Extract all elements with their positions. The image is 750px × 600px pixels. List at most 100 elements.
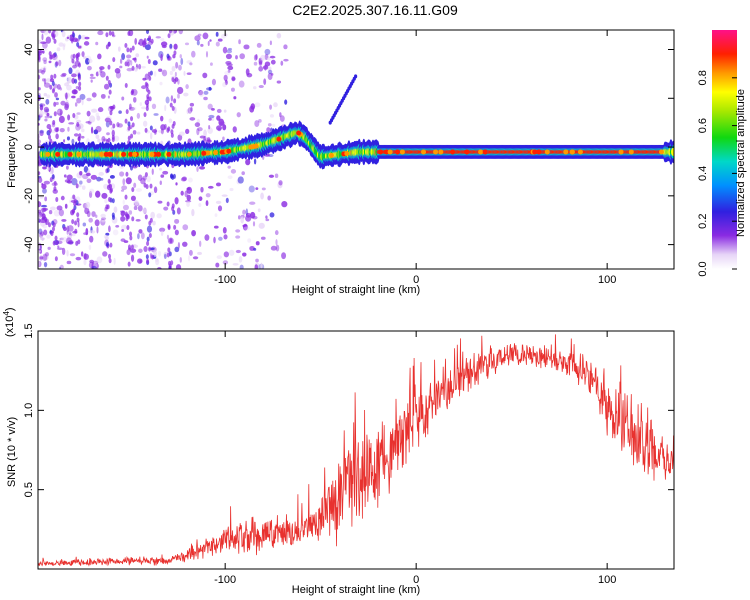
noise-blob — [203, 90, 209, 95]
noise-blob — [135, 188, 142, 192]
noise-blob — [257, 208, 261, 213]
noise-blob — [149, 125, 153, 131]
noise-blob — [89, 188, 95, 194]
snr-y-ticks: 0.5 1.0 1.5 — [23, 323, 674, 497]
noise-blob — [156, 213, 162, 219]
noise-blob — [72, 113, 76, 119]
noise-blob — [119, 58, 123, 64]
noise-blob — [104, 197, 108, 204]
noise-blob — [66, 36, 70, 40]
noise-blob — [81, 51, 85, 57]
noise-blob — [186, 194, 191, 201]
noise-blob — [129, 235, 133, 241]
noise-blob — [55, 58, 59, 62]
noise-blob — [166, 53, 170, 59]
noise-blob — [131, 216, 135, 222]
noise-blob — [117, 46, 121, 52]
noise-blob — [42, 41, 48, 49]
noise-blob — [105, 75, 109, 81]
noise-blob — [136, 131, 141, 135]
noise-blob — [78, 184, 82, 188]
noise-blob — [58, 115, 65, 124]
noise-blob — [207, 103, 213, 110]
noise-blob — [81, 135, 85, 139]
noise-blob — [239, 53, 245, 60]
noise-blob — [131, 45, 135, 51]
noise-blob — [138, 248, 143, 253]
noise-blob — [173, 79, 177, 85]
noise-blob — [52, 30, 56, 34]
noise-blob — [192, 256, 199, 260]
noise-blob — [279, 115, 285, 122]
noise-blob — [163, 251, 168, 258]
noise-blob — [56, 205, 63, 211]
noise-blob — [158, 250, 162, 257]
noise-blob — [223, 234, 228, 240]
noise-blob — [255, 187, 259, 190]
ridge-knot — [149, 151, 155, 157]
spectrogram-image — [38, 30, 674, 269]
noise-blob — [120, 238, 126, 242]
noise-blob — [189, 117, 196, 121]
noise-blob — [66, 174, 73, 181]
noise-blob — [185, 199, 192, 203]
ridge-knot — [384, 149, 390, 155]
noise-blob — [144, 127, 148, 133]
ridge-knot — [276, 136, 282, 142]
noise-blob — [158, 68, 163, 72]
y-tick-label: -20 — [23, 188, 35, 204]
noise-blob — [130, 90, 134, 96]
noise-blob — [125, 177, 132, 185]
noise-blob — [275, 244, 280, 252]
noise-blob — [122, 204, 129, 211]
noise-blob — [66, 260, 72, 265]
spectrogram-x-label: Height of straight line (km) — [292, 284, 420, 296]
noise-blob — [276, 32, 282, 39]
noise-blob — [58, 59, 62, 67]
snr-frame — [37, 330, 675, 570]
noise-blob — [160, 124, 166, 131]
noise-blob — [222, 46, 228, 54]
noise-blob — [253, 61, 258, 66]
noise-blob — [80, 251, 84, 257]
noise-blob — [153, 71, 157, 77]
noise-blob — [230, 87, 235, 92]
noise-blob — [243, 226, 250, 231]
noise-blob — [270, 245, 277, 251]
noise-blob — [153, 186, 158, 194]
noise-blob — [217, 38, 223, 42]
noise-blob — [166, 234, 169, 240]
noise-blob — [124, 61, 128, 67]
noise-blob — [78, 85, 82, 91]
noise-blob — [38, 87, 41, 91]
noise-blob — [227, 47, 233, 51]
noise-blob — [63, 174, 67, 178]
noise-blob — [39, 195, 44, 199]
noise-blob — [89, 259, 95, 264]
noise-blob — [267, 69, 273, 75]
noise-blob — [266, 57, 271, 61]
noise-blob — [95, 41, 99, 46]
colorbar-gradient — [712, 30, 737, 269]
noise-blob — [129, 231, 133, 237]
noise-blob — [254, 120, 260, 127]
noise-blob — [127, 125, 131, 131]
noise-blob — [245, 208, 249, 216]
noise-blob — [191, 229, 196, 237]
noise-blob — [71, 177, 78, 186]
noise-blob — [72, 194, 76, 200]
noise-blob — [133, 182, 137, 188]
noise-blob — [64, 103, 69, 111]
noise-blob — [177, 93, 180, 99]
noise-blob — [166, 201, 170, 207]
noise-blob — [95, 214, 98, 219]
noise-blob — [194, 35, 201, 42]
noise-blob — [43, 67, 46, 73]
noise-blob — [86, 97, 92, 102]
noise-blob — [89, 115, 96, 123]
noise-blob — [43, 30, 49, 36]
noise-blob — [81, 128, 85, 133]
noise-blob — [83, 166, 89, 173]
noise-blob — [76, 217, 80, 223]
noise-blob — [229, 187, 234, 192]
